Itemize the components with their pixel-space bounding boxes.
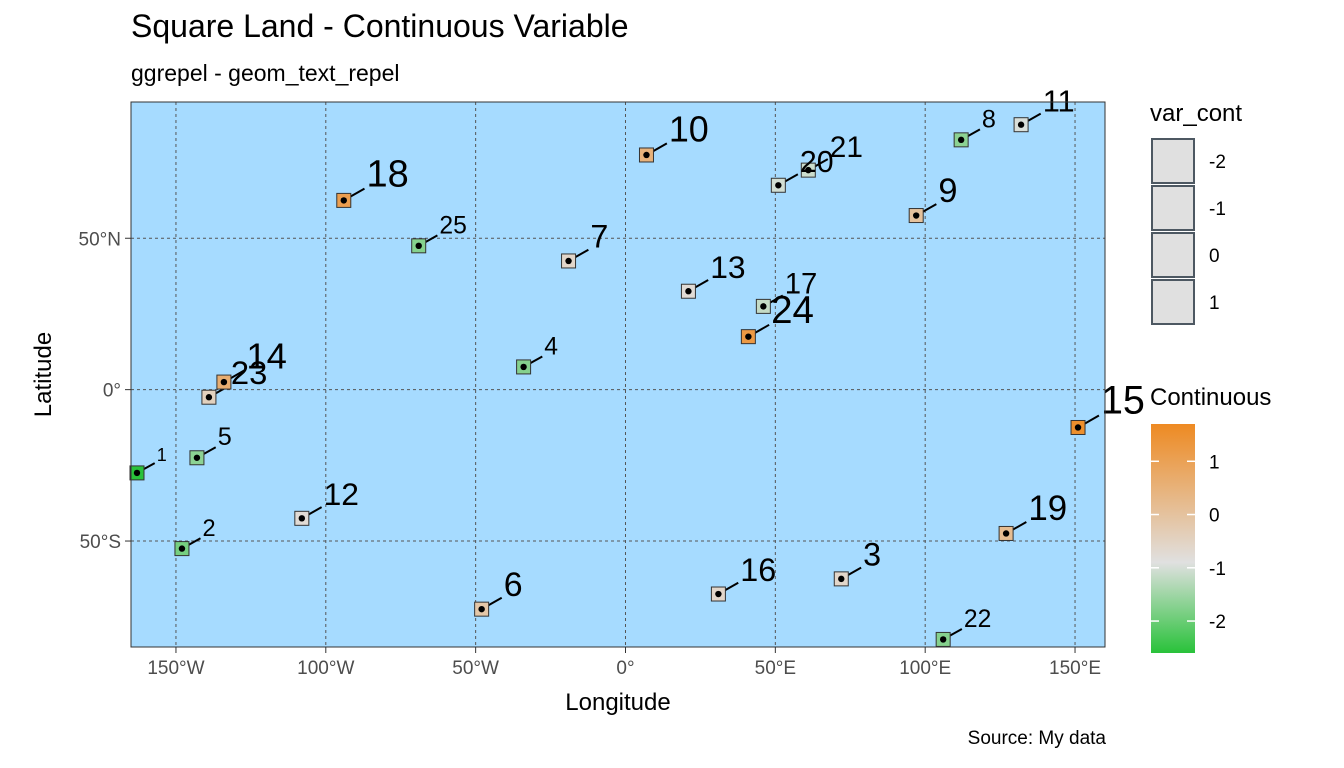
point-label: 2: [202, 516, 215, 542]
point-label: 13: [710, 249, 745, 285]
point-label: 6: [504, 566, 523, 604]
point-label: 23: [231, 354, 267, 391]
x-axis-title: Longitude: [565, 689, 670, 716]
point-dot: [715, 590, 722, 598]
point-label: 4: [544, 333, 558, 360]
point-dot: [1017, 121, 1025, 128]
point-dot: [133, 469, 141, 477]
plot-panel: [131, 102, 1105, 647]
x-tick-label: 150°W: [147, 658, 204, 679]
point-dot: [643, 151, 650, 159]
x-tick-label: 50°W: [452, 658, 499, 679]
point-dot: [193, 454, 201, 461]
point-label: 3: [863, 537, 881, 573]
legend-key-box: [1151, 279, 1195, 325]
chart-title: Square Land - Continuous Variable: [131, 8, 629, 44]
point-label: 22: [964, 606, 991, 633]
point-dot: [205, 394, 213, 401]
legend-key-label: 0: [1209, 246, 1220, 267]
point-label: 18: [366, 154, 408, 196]
point-dot: [1074, 424, 1082, 431]
point-label: 5: [218, 423, 232, 451]
point-dot: [520, 363, 527, 371]
point-dot: [760, 303, 767, 310]
colorbar-label: -2: [1209, 612, 1226, 633]
point-dot: [220, 378, 228, 386]
legend-continuous: Continuous 1 0 -1 -2: [1150, 384, 1271, 653]
point-label: 19: [1028, 489, 1067, 528]
legend-colorbar: [1151, 424, 1195, 653]
point-squares: [129, 117, 1086, 647]
point-label: 24: [771, 289, 814, 332]
point-dot: [178, 545, 186, 552]
point-dot: [415, 242, 422, 250]
legend-key-label: 1: [1209, 293, 1220, 314]
x-tick-label: 100°W: [297, 658, 354, 679]
y-axis-title: Latitude: [30, 332, 57, 417]
legend-key-box: [1151, 232, 1195, 278]
y-tick-label: 50°N: [79, 229, 121, 250]
point-label: 1: [157, 445, 167, 465]
point-label: 15: [1101, 379, 1145, 423]
point-labels: 1234567891011121314151617181920212223242…: [157, 84, 1145, 633]
plot-panel-border: [130, 101, 1106, 648]
point-dots: [133, 121, 1082, 643]
point-dot: [1002, 530, 1010, 537]
point-label: 7: [590, 219, 608, 255]
x-tick-label: 150°E: [1049, 658, 1101, 679]
legend-key-label: -1: [1209, 199, 1226, 220]
colorbar-label: 0: [1209, 506, 1220, 527]
x-tick-label: 50°E: [755, 658, 796, 679]
legend-key-label: -2: [1209, 152, 1226, 173]
legend-var-cont-title: var_cont: [1150, 100, 1242, 127]
chart-caption: Source: My data: [967, 728, 1106, 749]
point-dot: [957, 136, 965, 144]
point-label: 8: [982, 105, 996, 133]
point-dot: [745, 333, 752, 340]
legend-continuous-title: Continuous: [1150, 384, 1271, 411]
legend-var-cont: var_cont -2 -1 0 1: [1150, 100, 1242, 325]
point-label: 21: [830, 131, 863, 164]
point-dot: [939, 636, 947, 643]
grid-lines: [131, 102, 1105, 647]
point-label: 9: [938, 172, 957, 210]
point-label: 20: [800, 146, 834, 179]
y-tick-label: 0°: [103, 381, 121, 402]
point-label: 12: [324, 476, 359, 512]
y-tick-label: 50°S: [80, 532, 121, 553]
point-dot: [298, 515, 306, 522]
point-dot: [775, 182, 782, 189]
point-label: 17: [785, 267, 818, 300]
x-tick-label: 0°: [616, 658, 634, 679]
legend-key-box: [1151, 138, 1195, 184]
point-label: 14: [246, 335, 286, 376]
legend-key-box: [1151, 185, 1195, 231]
colorbar-label: -1: [1209, 559, 1226, 580]
point-dot: [685, 288, 692, 295]
x-tick-label: 100°E: [899, 658, 951, 679]
point-dot: [805, 166, 812, 174]
point-dot: [340, 197, 347, 204]
point-label: 11: [1043, 84, 1075, 119]
point-dot: [565, 257, 572, 265]
point-label: 25: [439, 212, 466, 239]
point-label: 16: [740, 552, 776, 588]
point-dot: [838, 575, 845, 583]
point-dot: [912, 212, 920, 219]
colorbar-label: 1: [1209, 452, 1220, 473]
point-label: 10: [669, 109, 709, 149]
axes: 150°W 100°W 50°W 0° 50°E 100°E 150°E 50°N 0° 50°S: [79, 229, 1101, 679]
chart-subtitle: ggrepel - geom_text_repel: [131, 60, 400, 86]
point-dot: [478, 605, 485, 613]
